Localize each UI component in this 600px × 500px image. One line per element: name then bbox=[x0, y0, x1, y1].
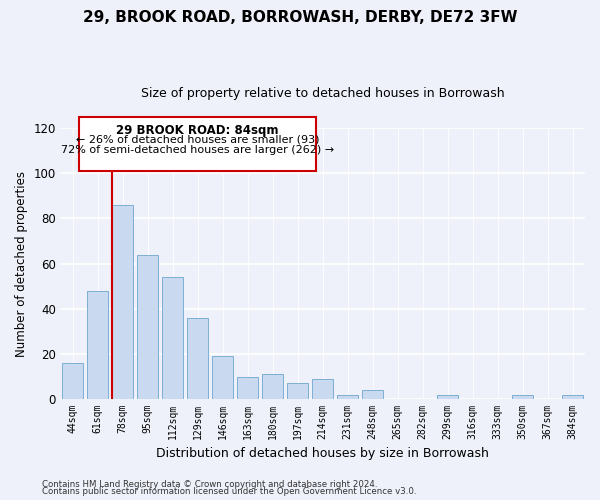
Text: ← 26% of detached houses are smaller (93): ← 26% of detached houses are smaller (93… bbox=[76, 135, 319, 145]
Bar bbox=[62, 363, 83, 399]
Text: 72% of semi-detached houses are larger (262) →: 72% of semi-detached houses are larger (… bbox=[61, 145, 334, 155]
Bar bbox=[512, 394, 533, 399]
Bar bbox=[312, 379, 333, 399]
Bar bbox=[237, 376, 258, 399]
Bar bbox=[212, 356, 233, 399]
Bar bbox=[87, 291, 108, 399]
Bar bbox=[187, 318, 208, 399]
Bar bbox=[112, 205, 133, 399]
Text: 29, BROOK ROAD, BORROWASH, DERBY, DE72 3FW: 29, BROOK ROAD, BORROWASH, DERBY, DE72 3… bbox=[83, 10, 517, 25]
Bar bbox=[287, 384, 308, 399]
X-axis label: Distribution of detached houses by size in Borrowash: Distribution of detached houses by size … bbox=[156, 447, 489, 460]
Y-axis label: Number of detached properties: Number of detached properties bbox=[15, 170, 28, 356]
Text: Contains HM Land Registry data © Crown copyright and database right 2024.: Contains HM Land Registry data © Crown c… bbox=[42, 480, 377, 489]
Bar bbox=[437, 394, 458, 399]
Bar bbox=[162, 277, 183, 399]
Bar bbox=[337, 394, 358, 399]
Bar bbox=[362, 390, 383, 399]
Title: Size of property relative to detached houses in Borrowash: Size of property relative to detached ho… bbox=[141, 88, 505, 101]
Bar bbox=[137, 254, 158, 399]
Text: Contains public sector information licensed under the Open Government Licence v3: Contains public sector information licen… bbox=[42, 488, 416, 496]
FancyBboxPatch shape bbox=[79, 117, 316, 171]
Bar bbox=[562, 394, 583, 399]
Bar bbox=[262, 374, 283, 399]
Text: 29 BROOK ROAD: 84sqm: 29 BROOK ROAD: 84sqm bbox=[116, 124, 279, 136]
